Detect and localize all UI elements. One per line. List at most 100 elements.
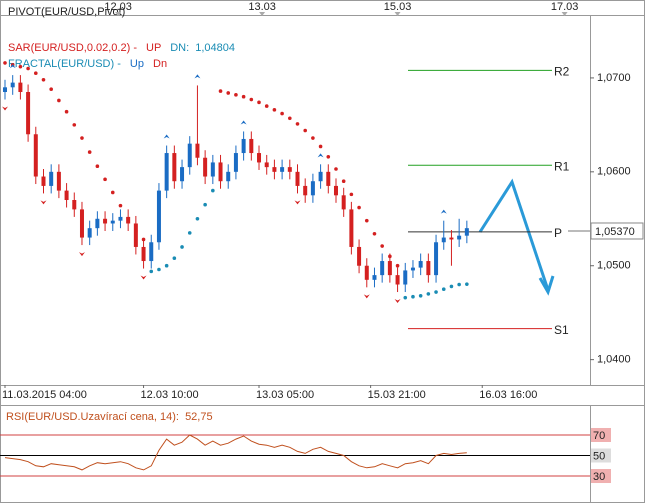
fractal-arrow bbox=[2, 106, 9, 111]
candle-body bbox=[180, 167, 185, 182]
sar-dot bbox=[141, 237, 146, 242]
sar-dot bbox=[3, 61, 7, 65]
sar-dot bbox=[288, 116, 292, 121]
sar-dot bbox=[411, 294, 415, 299]
candle-body bbox=[372, 275, 377, 280]
forecast-path bbox=[478, 178, 550, 291]
candle-body bbox=[457, 235, 462, 240]
legend-fractal-dn: Dn bbox=[153, 58, 167, 70]
y-tick-label: 1,0700 bbox=[597, 72, 631, 84]
candle-body bbox=[95, 218, 100, 229]
sar-dot bbox=[64, 109, 69, 114]
fractal-arrow bbox=[140, 275, 147, 280]
sar-dot bbox=[164, 263, 169, 268]
sar-dot bbox=[264, 104, 269, 108]
rsi-label: RSI(EUR/USD.Uzavírací cena, 14): bbox=[6, 411, 179, 423]
fractal-arrow bbox=[40, 200, 47, 205]
pivot-label: S1 bbox=[554, 323, 569, 337]
candle-body bbox=[449, 237, 454, 240]
candle-body bbox=[434, 242, 439, 276]
candle-body bbox=[218, 162, 223, 182]
candle-body bbox=[26, 92, 31, 135]
candle-body bbox=[295, 171, 300, 186]
sar-dot bbox=[126, 216, 130, 221]
candle-body bbox=[10, 82, 15, 88]
pivot-label: R2 bbox=[554, 65, 570, 79]
x-tick-label: 12.03 10:00 bbox=[141, 389, 199, 401]
candle-body bbox=[364, 265, 369, 280]
sar-dot bbox=[149, 269, 154, 274]
top-x-tick-label: 15.03 bbox=[384, 1, 412, 13]
sar-dot bbox=[49, 87, 53, 91]
sar-dot bbox=[318, 144, 323, 149]
candle-body bbox=[395, 275, 400, 285]
candle-body bbox=[310, 181, 315, 196]
sar-dot bbox=[441, 287, 446, 292]
sar-dot bbox=[311, 136, 315, 140]
sar-dot bbox=[211, 188, 215, 193]
candle-body bbox=[303, 185, 308, 196]
sar-dot bbox=[157, 267, 161, 272]
candle-body bbox=[210, 162, 215, 177]
rsi-line bbox=[4, 434, 467, 471]
top-x-tick-label: 13.03 bbox=[248, 1, 276, 13]
top-x-tick bbox=[259, 12, 266, 16]
candle-body bbox=[118, 216, 123, 221]
y-tick-label: 1,0400 bbox=[597, 354, 631, 366]
rsi-legend: RSI(EUR/USD.Uzavírací cena, 14): 52,75 bbox=[6, 411, 213, 423]
sar-dot bbox=[41, 77, 46, 82]
candle-body bbox=[410, 267, 415, 271]
candle-body bbox=[272, 167, 277, 172]
fractal-arrow bbox=[294, 200, 301, 205]
candle-body bbox=[18, 82, 23, 93]
candle-body bbox=[287, 167, 292, 172]
candle-body bbox=[326, 171, 331, 186]
candle-body bbox=[257, 153, 262, 163]
candle-body bbox=[203, 157, 208, 177]
sar-dot bbox=[418, 293, 423, 298]
candle-body bbox=[110, 220, 115, 224]
fractal-arrow bbox=[440, 209, 447, 214]
top-x-tick bbox=[394, 12, 401, 16]
candle-body bbox=[64, 190, 69, 200]
sar-dot bbox=[26, 66, 30, 71]
sar-dot bbox=[434, 290, 438, 294]
legend-pivot: PIVOT(EUR/USD,Pivot) bbox=[8, 6, 125, 18]
candle-body bbox=[103, 218, 108, 224]
sar-dot bbox=[334, 167, 338, 171]
candle-body bbox=[249, 138, 254, 154]
candle-body bbox=[141, 246, 146, 262]
candle-body bbox=[264, 162, 269, 168]
sar-dot bbox=[110, 190, 115, 195]
candle-body bbox=[226, 171, 231, 182]
candle-body bbox=[380, 261, 385, 276]
sar-dot bbox=[33, 71, 38, 76]
sar-dot bbox=[218, 89, 223, 93]
sar-dot bbox=[195, 216, 200, 221]
legend-fractal-label: FRACTAL(EUR/USD) - bbox=[8, 58, 121, 70]
sar-dot bbox=[180, 245, 184, 249]
sar-dot bbox=[80, 136, 84, 140]
sar-dot bbox=[326, 155, 331, 159]
sar-dot bbox=[257, 100, 261, 105]
sar-dot bbox=[303, 128, 307, 133]
sar-dot bbox=[465, 282, 469, 286]
candle-body bbox=[79, 209, 84, 238]
candle-body bbox=[318, 171, 323, 182]
sar-dot bbox=[380, 244, 384, 248]
candle-body bbox=[41, 176, 46, 186]
candle-body bbox=[387, 261, 392, 276]
sar-dot bbox=[72, 123, 77, 127]
sar-dot bbox=[364, 218, 369, 223]
sar-dot bbox=[457, 282, 461, 287]
candle-body bbox=[241, 138, 246, 154]
candle-body bbox=[133, 223, 138, 247]
candle-body bbox=[341, 195, 346, 210]
sar-dot bbox=[134, 229, 138, 233]
rsi-tick-label: 50 bbox=[593, 450, 605, 462]
sar-dot bbox=[18, 64, 23, 69]
rsi-tick-box bbox=[591, 427, 611, 442]
legend-sar: SAR(EUR/USD,0.02,0.2) - UP DN: 1,04804 bbox=[8, 42, 235, 54]
sar-dot bbox=[187, 231, 192, 235]
forecast-arrow bbox=[478, 178, 555, 296]
